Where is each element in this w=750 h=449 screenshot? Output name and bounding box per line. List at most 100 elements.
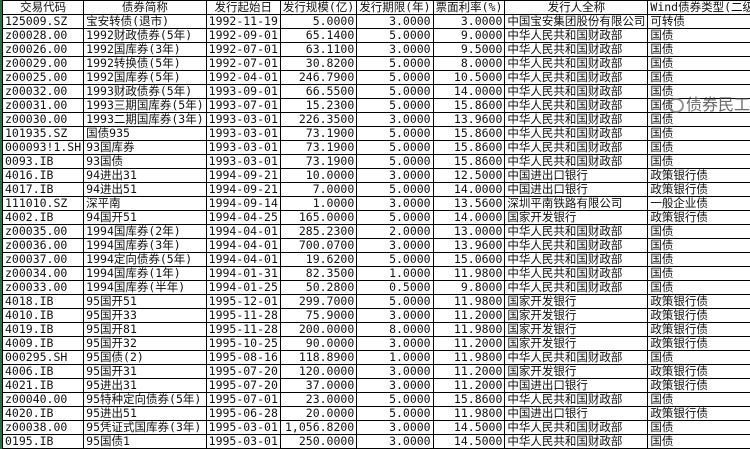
table-cell[interactable]: 15.8600: [433, 141, 505, 155]
table-cell[interactable]: z00033.00: [3, 281, 84, 295]
table-cell[interactable]: 国债935: [84, 127, 206, 141]
column-header[interactable]: 发行规模(亿): [280, 1, 356, 15]
table-cell[interactable]: 11.9800: [433, 267, 505, 281]
column-header[interactable]: Wind债券类型(二级): [648, 1, 750, 15]
table-cell[interactable]: 中华人民共和国财政部: [505, 29, 648, 43]
table-cell[interactable]: 1994定向债券(5年): [84, 253, 206, 267]
table-cell[interactable]: 5.0000: [357, 393, 433, 407]
table-cell[interactable]: 8.0000: [433, 57, 505, 71]
table-cell[interactable]: 000295.SH: [3, 351, 84, 365]
table-cell[interactable]: 95国开32: [84, 337, 206, 351]
table-cell[interactable]: 1994-04-01: [206, 239, 280, 253]
table-cell[interactable]: 国债: [648, 29, 750, 43]
table-cell[interactable]: 中华人民共和国财政部: [505, 225, 648, 239]
table-cell[interactable]: 中华人民共和国财政部: [505, 71, 648, 85]
table-cell[interactable]: 13.9600: [433, 239, 505, 253]
table-cell[interactable]: 95国开33: [84, 309, 206, 323]
table-cell[interactable]: 95进出31: [84, 379, 206, 393]
table-cell[interactable]: 可转债: [648, 15, 750, 29]
table-cell[interactable]: 国债: [648, 435, 750, 449]
table-cell[interactable]: 94进出31: [84, 169, 206, 183]
table-cell[interactable]: 4010.IB: [3, 309, 84, 323]
table-cell[interactable]: 中华人民共和国财政部: [505, 267, 648, 281]
table-cell[interactable]: 95国开81: [84, 323, 206, 337]
table-cell[interactable]: 226.3500: [280, 113, 356, 127]
table-cell[interactable]: 1995-03-01: [206, 421, 280, 435]
table-cell[interactable]: 深圳平南铁路有限公司: [505, 197, 648, 211]
table-cell[interactable]: 国债: [648, 281, 750, 295]
table-cell[interactable]: 4009.IB: [3, 337, 84, 351]
table-cell[interactable]: 15.8600: [433, 393, 505, 407]
table-cell[interactable]: 国家开发银行: [505, 295, 648, 309]
table-cell[interactable]: 9.0000: [433, 29, 505, 43]
table-cell[interactable]: 10.5000: [433, 71, 505, 85]
table-cell[interactable]: 1993财政债券(5年): [84, 85, 206, 99]
table-cell[interactable]: 8.0000: [357, 323, 433, 337]
table-cell[interactable]: z00030.00: [3, 113, 84, 127]
table-cell[interactable]: 299.7000: [280, 295, 356, 309]
table-cell[interactable]: 国债: [648, 127, 750, 141]
table-cell[interactable]: 4020.IB: [3, 407, 84, 421]
table-cell[interactable]: 政策银行债: [648, 295, 750, 309]
table-cell[interactable]: 3.0000: [357, 435, 433, 449]
table-cell[interactable]: 1992-11-19: [206, 15, 280, 29]
table-cell[interactable]: 66.5500: [280, 85, 356, 99]
table-cell[interactable]: 中国宝安集团股份有限公司: [505, 15, 648, 29]
table-cell[interactable]: 中华人民共和国财政部: [505, 85, 648, 99]
table-cell[interactable]: 4006.IB: [3, 365, 84, 379]
table-cell[interactable]: 中华人民共和国财政部: [505, 393, 648, 407]
table-cell[interactable]: 13.5600: [433, 197, 505, 211]
table-cell[interactable]: 7.0000: [280, 183, 356, 197]
table-cell[interactable]: 1994国库券(3年): [84, 239, 206, 253]
table-cell[interactable]: 118.8900: [280, 351, 356, 365]
table-cell[interactable]: 5.0000: [357, 85, 433, 99]
table-cell[interactable]: 15.0600: [433, 253, 505, 267]
table-cell[interactable]: z00038.00: [3, 421, 84, 435]
column-header[interactable]: 发行人全称: [505, 1, 648, 15]
table-cell[interactable]: 中华人民共和国财政部: [505, 351, 648, 365]
table-cell[interactable]: 中华人民共和国财政部: [505, 113, 648, 127]
table-cell[interactable]: 15.2300: [280, 99, 356, 113]
table-cell[interactable]: 国债: [648, 141, 750, 155]
table-cell[interactable]: 1994-04-01: [206, 253, 280, 267]
table-cell[interactable]: 250.0000: [280, 435, 356, 449]
table-cell[interactable]: 3.0000: [357, 197, 433, 211]
table-cell[interactable]: 国债: [648, 113, 750, 127]
table-cell[interactable]: 9.8000: [433, 281, 505, 295]
table-cell[interactable]: 0195.IB: [3, 435, 84, 449]
table-cell[interactable]: 1993-03-01: [206, 155, 280, 169]
table-cell[interactable]: 5.0000: [280, 15, 356, 29]
table-cell[interactable]: 93国库券: [84, 141, 206, 155]
table-cell[interactable]: 国债: [648, 421, 750, 435]
table-cell[interactable]: 3.0000: [357, 15, 433, 29]
table-cell[interactable]: 1995-07-01: [206, 393, 280, 407]
table-cell[interactable]: 国债: [648, 43, 750, 57]
table-cell[interactable]: 11.2000: [433, 309, 505, 323]
table-cell[interactable]: 1993-07-01: [206, 99, 280, 113]
table-cell[interactable]: 1993二期国库券(3年): [84, 113, 206, 127]
table-cell[interactable]: 246.7900: [280, 71, 356, 85]
table-cell[interactable]: 1994-01-25: [206, 281, 280, 295]
table-cell[interactable]: 1992国库券(5年): [84, 71, 206, 85]
table-cell[interactable]: 3.0000: [357, 169, 433, 183]
table-cell[interactable]: z00036.00: [3, 239, 84, 253]
table-cell[interactable]: 1,056.8200: [280, 421, 356, 435]
table-cell[interactable]: 3.0000: [357, 43, 433, 57]
table-cell[interactable]: z00040.00: [3, 393, 84, 407]
table-cell[interactable]: 15.8600: [433, 99, 505, 113]
table-cell[interactable]: 73.1900: [280, 155, 356, 169]
table-cell[interactable]: 10.0000: [280, 169, 356, 183]
table-cell[interactable]: 中华人民共和国财政部: [505, 43, 648, 57]
table-cell[interactable]: 一般企业债: [648, 197, 750, 211]
table-cell[interactable]: 3.0000: [357, 421, 433, 435]
table-cell[interactable]: 95国开31: [84, 365, 206, 379]
table-cell[interactable]: 2.0000: [357, 225, 433, 239]
table-cell[interactable]: 政策银行债: [648, 211, 750, 225]
table-cell[interactable]: 1995-10-25: [206, 337, 280, 351]
table-cell[interactable]: 65.1400: [280, 29, 356, 43]
table-cell[interactable]: 5.0000: [357, 29, 433, 43]
table-cell[interactable]: 国债: [648, 267, 750, 281]
table-cell[interactable]: 700.0700: [280, 239, 356, 253]
table-cell[interactable]: 3.0000: [357, 379, 433, 393]
table-cell[interactable]: 125009.SZ: [3, 15, 84, 29]
